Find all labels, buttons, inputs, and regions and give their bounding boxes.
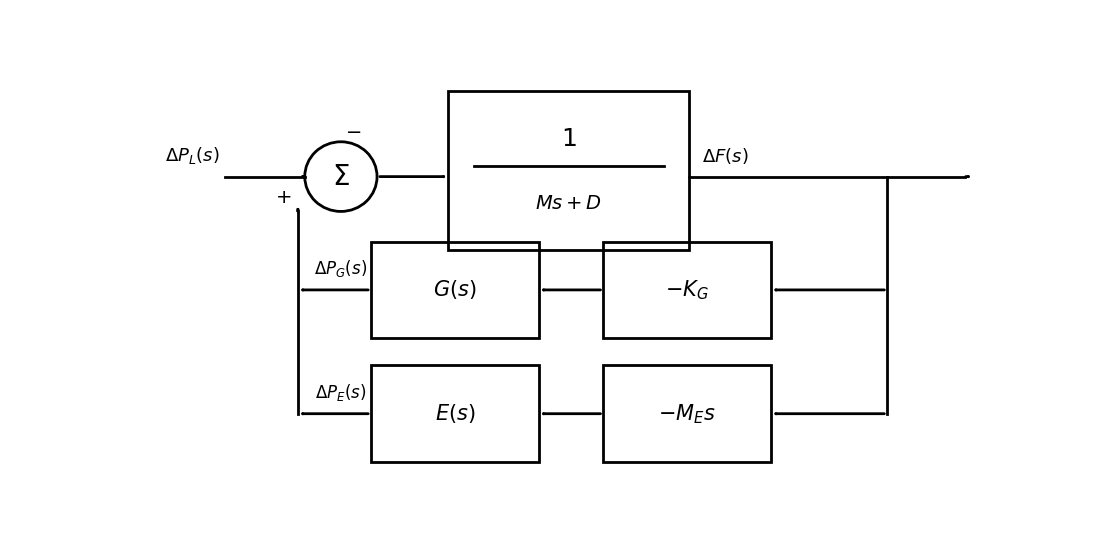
Text: $E(s)$: $E(s)$ (435, 402, 475, 425)
Text: $\Delta P_L(s)$: $\Delta P_L(s)$ (164, 145, 219, 166)
Text: $+$: $+$ (275, 188, 292, 207)
Bar (604, 241, 771, 338)
Text: $-$: $-$ (345, 120, 362, 140)
Text: $-K_G$: $-K_G$ (665, 278, 709, 302)
Text: $\Delta P_E(s)$: $\Delta P_E(s)$ (315, 382, 366, 403)
Bar (371, 366, 538, 462)
Bar (604, 366, 771, 462)
Text: $-M_E s$: $-M_E s$ (658, 402, 716, 426)
Text: $G(s)$: $G(s)$ (433, 278, 476, 301)
Text: $\Delta F(s)$: $\Delta F(s)$ (703, 146, 749, 166)
Bar (371, 241, 538, 338)
Text: $\Delta P_G(s)$: $\Delta P_G(s)$ (313, 258, 366, 280)
Text: $\Sigma$: $\Sigma$ (332, 162, 350, 191)
Text: $Ms+D$: $Ms+D$ (535, 195, 603, 214)
Text: $1$: $1$ (561, 127, 577, 151)
Bar (448, 90, 689, 250)
